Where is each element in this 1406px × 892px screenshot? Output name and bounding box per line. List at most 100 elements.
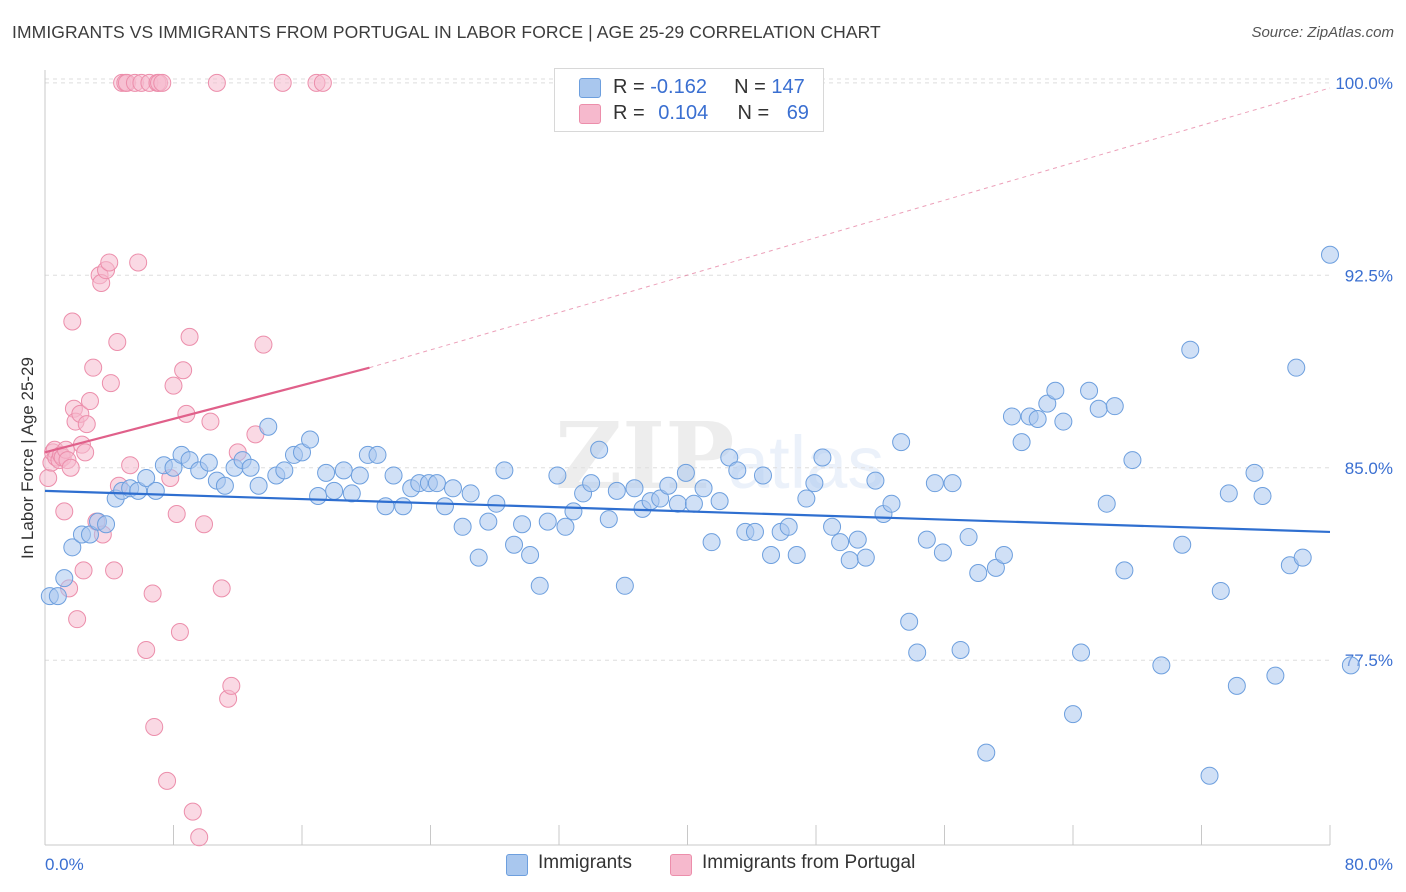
data-point-portugal [201,412,220,431]
data-point-immigrants [1105,397,1124,416]
legend-n-value: 147 [771,76,805,98]
data-point-immigrants [146,481,165,500]
data-point-immigrants [384,466,403,485]
data-point-immigrants [959,528,978,547]
data-point-immigrants [1123,451,1142,470]
data-point-immigrants [823,517,842,536]
data-point-portugal [158,771,177,790]
data-point-immigrants [866,471,885,490]
data-point-portugal [180,327,199,346]
data-point-immigrants [977,743,996,762]
data-point-immigrants [495,461,514,480]
data-point-immigrants [969,563,988,582]
y-tick-label: 92.5% [1345,266,1393,285]
data-point-immigrants [882,494,901,513]
data-point-portugal [254,335,273,354]
data-point-immigrants [1245,463,1264,482]
data-point-immigrants [753,466,772,485]
data-point-immigrants [241,458,260,477]
data-point-immigrants [164,458,183,477]
legend-swatch-pink [579,104,601,124]
data-point-immigrants [831,533,850,552]
data-point-portugal [313,73,332,92]
data-point-immigrants [840,551,859,570]
data-point-immigrants [986,558,1005,577]
data-point-immigrants [513,515,532,534]
data-point-immigrants [1341,656,1360,675]
data-point-portugal [222,676,241,695]
data-point-immigrants [137,469,156,488]
data-point-immigrants [1012,433,1031,452]
data-point-immigrants [710,492,729,511]
bottom-legend-label: Immigrants [538,852,632,873]
data-point-portugal [143,584,162,603]
data-point-immigrants [479,512,498,531]
data-point-portugal [195,515,214,534]
data-point-immigrants [607,481,626,500]
data-point-portugal [61,458,80,477]
data-point-portugal [212,579,231,598]
data-point-immigrants [521,546,540,565]
source-note: Source: ZipAtlas.com [1251,24,1394,41]
y-tick-label: 85.0% [1345,459,1393,478]
data-point-immigrants [1054,412,1073,431]
data-point-immigrants [728,461,747,480]
data-point-immigrants [1046,381,1065,400]
data-point-immigrants [350,466,369,485]
data-point-immigrants [259,417,278,436]
data-point-immigrants [1028,410,1047,429]
chart-title: IMMIGRANTS VS IMMIGRANTS FROM PORTUGAL I… [12,22,881,42]
legend-r-label: R = [613,76,651,98]
data-point-portugal [55,502,74,521]
data-point-immigrants [97,515,116,534]
data-point-portugal [105,561,124,580]
data-point-immigrants [1287,358,1306,377]
data-point-immigrants [694,479,713,498]
data-point-immigrants [994,546,1013,565]
data-point-immigrants [453,517,472,536]
data-point-immigrants [564,502,583,521]
data-point-immigrants [538,512,557,531]
data-point-immigrants [813,448,832,467]
data-point-portugal [183,802,202,821]
data-point-immigrants [1064,705,1082,724]
legend-n-value: 69 [786,102,809,124]
legend-r-label: R = [613,102,651,124]
data-point-immigrants [1072,643,1091,662]
data-point-immigrants [848,530,867,549]
data-point-immigrants [1080,381,1099,400]
legend-n-label: N = [737,102,775,124]
data-point-immigrants [1227,676,1246,695]
data-point-immigrants [720,448,739,467]
data-point-immigrants [676,463,695,482]
legend-r-value: -0.162 [650,76,707,98]
data-point-immigrants [1097,494,1116,513]
data-point-immigrants [1200,766,1219,785]
data-point-portugal [108,333,127,352]
data-point-portugal [77,415,96,434]
data-point-immigrants [590,440,609,459]
data-point-immigrants [1266,666,1285,685]
trendline-portugal [44,366,370,454]
y-tick-label: 100.0% [1335,74,1393,93]
data-point-immigrants [1038,394,1057,413]
data-point-immigrants [625,479,644,498]
data-point-immigrants [309,486,328,505]
data-point-portugal [68,610,87,629]
trendline-portugal-extension [369,87,1331,369]
data-point-immigrants [293,443,311,462]
data-point-immigrants [427,474,446,493]
data-point-portugal [39,469,58,488]
data-point-immigrants [1181,340,1200,359]
data-point-portugal [170,623,189,642]
data-point-immigrants [342,484,361,503]
data-point-immigrants [461,484,480,503]
data-point-portugal [273,73,292,92]
data-point-immigrants [435,497,454,516]
data-point-portugal [145,717,164,736]
data-point-immigrants [779,517,798,536]
data-point-immigrants [487,494,506,513]
data-point-immigrants [651,489,670,508]
data-point-immigrants [548,466,567,485]
